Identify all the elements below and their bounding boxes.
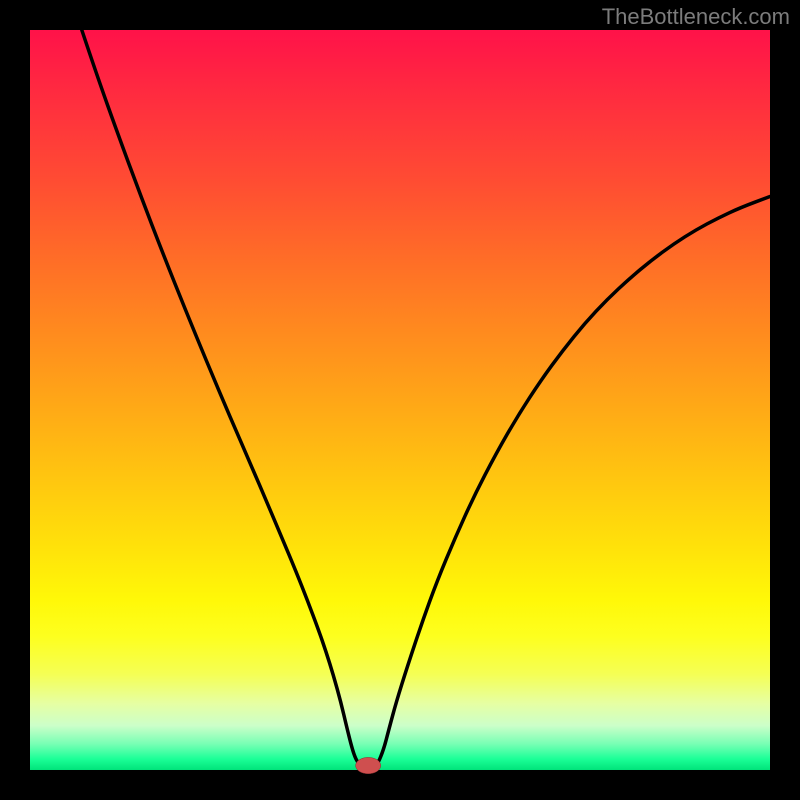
watermark: TheBottleneck.com	[602, 4, 790, 30]
optimal-point-marker	[356, 757, 381, 773]
chart-frame: TheBottleneck.com	[0, 0, 800, 800]
bottleneck-chart	[0, 0, 800, 800]
chart-background	[30, 30, 770, 770]
